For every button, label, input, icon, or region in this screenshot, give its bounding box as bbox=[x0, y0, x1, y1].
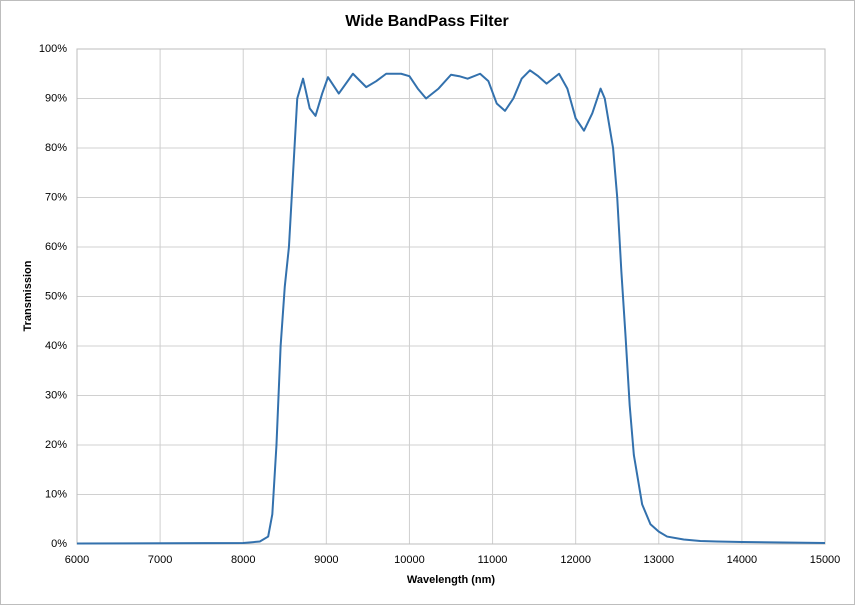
plot-border bbox=[76, 48, 826, 545]
y-tick-label: 50% bbox=[45, 290, 67, 302]
y-tick-label: 100% bbox=[39, 43, 67, 55]
y-tick-label: 80% bbox=[45, 142, 67, 154]
x-tick-label: 12000 bbox=[560, 554, 591, 566]
y-tick-label: 70% bbox=[45, 191, 67, 203]
x-tick-label: 10000 bbox=[394, 554, 425, 566]
y-tick-label: 0% bbox=[51, 538, 67, 550]
y-tick-label: 10% bbox=[45, 488, 67, 500]
x-tick-label: 15000 bbox=[810, 554, 841, 566]
y-tick-label: 90% bbox=[45, 92, 67, 104]
y-tick-label: 40% bbox=[45, 340, 67, 352]
x-tick-label: 8000 bbox=[231, 554, 255, 566]
x-tick-label: 14000 bbox=[727, 554, 758, 566]
x-tick-label: 7000 bbox=[148, 554, 172, 566]
chart-title: Wide BandPass Filter bbox=[345, 13, 508, 30]
y-tick-label: 60% bbox=[45, 241, 67, 253]
x-tick-label: 11000 bbox=[478, 554, 508, 566]
x-tick-label: 13000 bbox=[643, 554, 674, 566]
x-axis-label: Wavelength (nm) bbox=[407, 574, 496, 586]
y-tick-label: 20% bbox=[45, 439, 67, 451]
y-axis-label: Transmission bbox=[22, 260, 34, 331]
y-tick-label: 30% bbox=[45, 389, 67, 401]
data-line bbox=[76, 69, 826, 545]
x-tick-label: 6000 bbox=[65, 554, 89, 566]
x-tick-label: 9000 bbox=[314, 554, 338, 566]
